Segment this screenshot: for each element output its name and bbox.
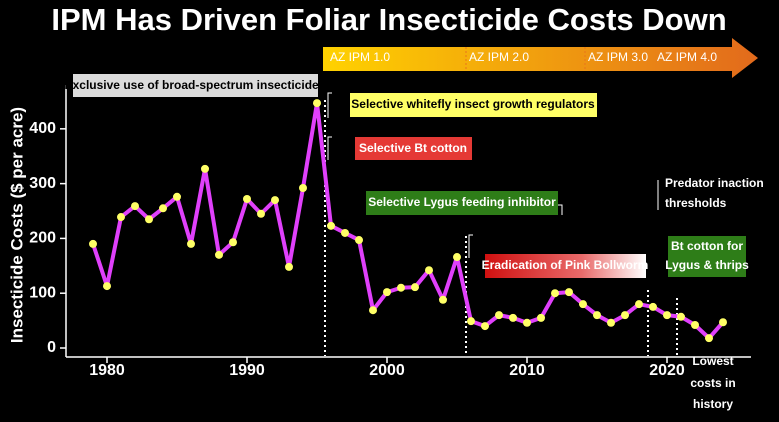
data-point <box>383 288 391 297</box>
annotation: Selective whitefly insect growth regulat… <box>351 97 595 111</box>
bracket <box>558 204 563 215</box>
data-point <box>509 313 517 322</box>
bracket <box>468 234 473 258</box>
data-point <box>271 196 279 205</box>
annotation-box <box>350 93 597 117</box>
data-point <box>537 313 545 322</box>
data-point <box>523 318 531 327</box>
data-point <box>215 250 223 259</box>
annotation-box <box>485 254 646 278</box>
y-tick-label: 0 <box>47 339 56 356</box>
phase-label: AZ IPM 4.0 <box>657 50 717 64</box>
x-tick-label: 1980 <box>89 362 125 379</box>
data-point <box>327 221 335 230</box>
y-tick-label: 300 <box>29 175 56 192</box>
data-point <box>495 311 503 320</box>
data-point <box>341 228 349 237</box>
x-tick-label: 1990 <box>229 362 265 379</box>
data-point <box>467 317 475 326</box>
annotation-box <box>366 191 558 215</box>
data-point <box>355 236 363 245</box>
data-point <box>397 283 405 292</box>
x-tick-label: 2010 <box>509 362 545 379</box>
annotation: costs in <box>690 376 735 390</box>
data-point <box>313 99 321 108</box>
annotation-box <box>668 236 746 277</box>
data-point <box>551 289 559 298</box>
data-point <box>439 295 447 304</box>
data-point <box>649 302 657 311</box>
y-tick-label: 100 <box>29 284 56 301</box>
data-point <box>425 266 433 275</box>
data-point <box>145 215 153 224</box>
ipm-arrow <box>323 38 758 78</box>
phase-label: AZ IPM 1.0 <box>330 50 390 64</box>
data-point <box>621 311 629 320</box>
data-point <box>369 306 377 315</box>
data-point <box>411 283 419 292</box>
data-point <box>201 164 209 173</box>
data-point <box>229 238 237 247</box>
y-tick-label: 400 <box>29 120 56 137</box>
data-point <box>159 204 167 213</box>
data-point <box>663 311 671 320</box>
data-point <box>691 320 699 329</box>
data-point <box>565 288 573 297</box>
annotation: Selective Lygus feeding inhibitor <box>368 195 556 209</box>
data-point <box>677 312 685 321</box>
annotation: Bt cotton for <box>671 239 743 253</box>
bracket <box>327 136 332 160</box>
annotation: Predator inaction <box>665 176 764 190</box>
data-point <box>173 192 181 201</box>
data-point <box>243 194 251 203</box>
data-point <box>131 202 139 211</box>
data-point <box>579 300 587 309</box>
data-point <box>299 184 307 193</box>
annotation: Exclusive use of broad-spectrum insectic… <box>65 78 326 92</box>
annotation: thresholds <box>665 196 727 210</box>
annotation: Lygus & thrips <box>665 258 749 272</box>
annotation-box <box>73 74 318 97</box>
x-tick-label: 2000 <box>369 362 405 379</box>
annotation-box <box>355 137 472 160</box>
data-point <box>719 318 727 327</box>
data-point <box>257 209 265 218</box>
x-tick-label: 2020 <box>649 362 685 379</box>
data-point <box>89 239 97 248</box>
data-point <box>635 300 643 309</box>
data-line <box>91 101 725 341</box>
y-tick-label: 200 <box>29 230 56 247</box>
data-point <box>607 318 615 327</box>
annotation: Lowest <box>692 354 733 368</box>
data-point <box>103 282 111 291</box>
phase-label: AZ IPM 3.0 <box>588 50 648 64</box>
data-point <box>285 262 293 271</box>
y-axis-label: Insecticide Costs ($ per acre) <box>7 107 26 343</box>
data-point <box>117 213 125 222</box>
annotation: history <box>693 397 733 411</box>
data-point <box>453 253 461 262</box>
data-point <box>481 322 489 331</box>
data-point <box>593 311 601 320</box>
chart-title: IPM Has Driven Foliar Insecticide Costs … <box>51 2 726 37</box>
phase-label: AZ IPM 2.0 <box>469 50 529 64</box>
annotation: Eradication of Pink Bollworm <box>482 258 649 272</box>
data-point <box>187 239 195 248</box>
data-point <box>705 334 713 343</box>
annotation: Selective Bt cotton <box>359 141 467 155</box>
bracket <box>327 92 332 118</box>
